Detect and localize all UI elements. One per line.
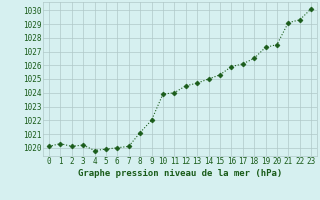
X-axis label: Graphe pression niveau de la mer (hPa): Graphe pression niveau de la mer (hPa) xyxy=(78,169,282,178)
